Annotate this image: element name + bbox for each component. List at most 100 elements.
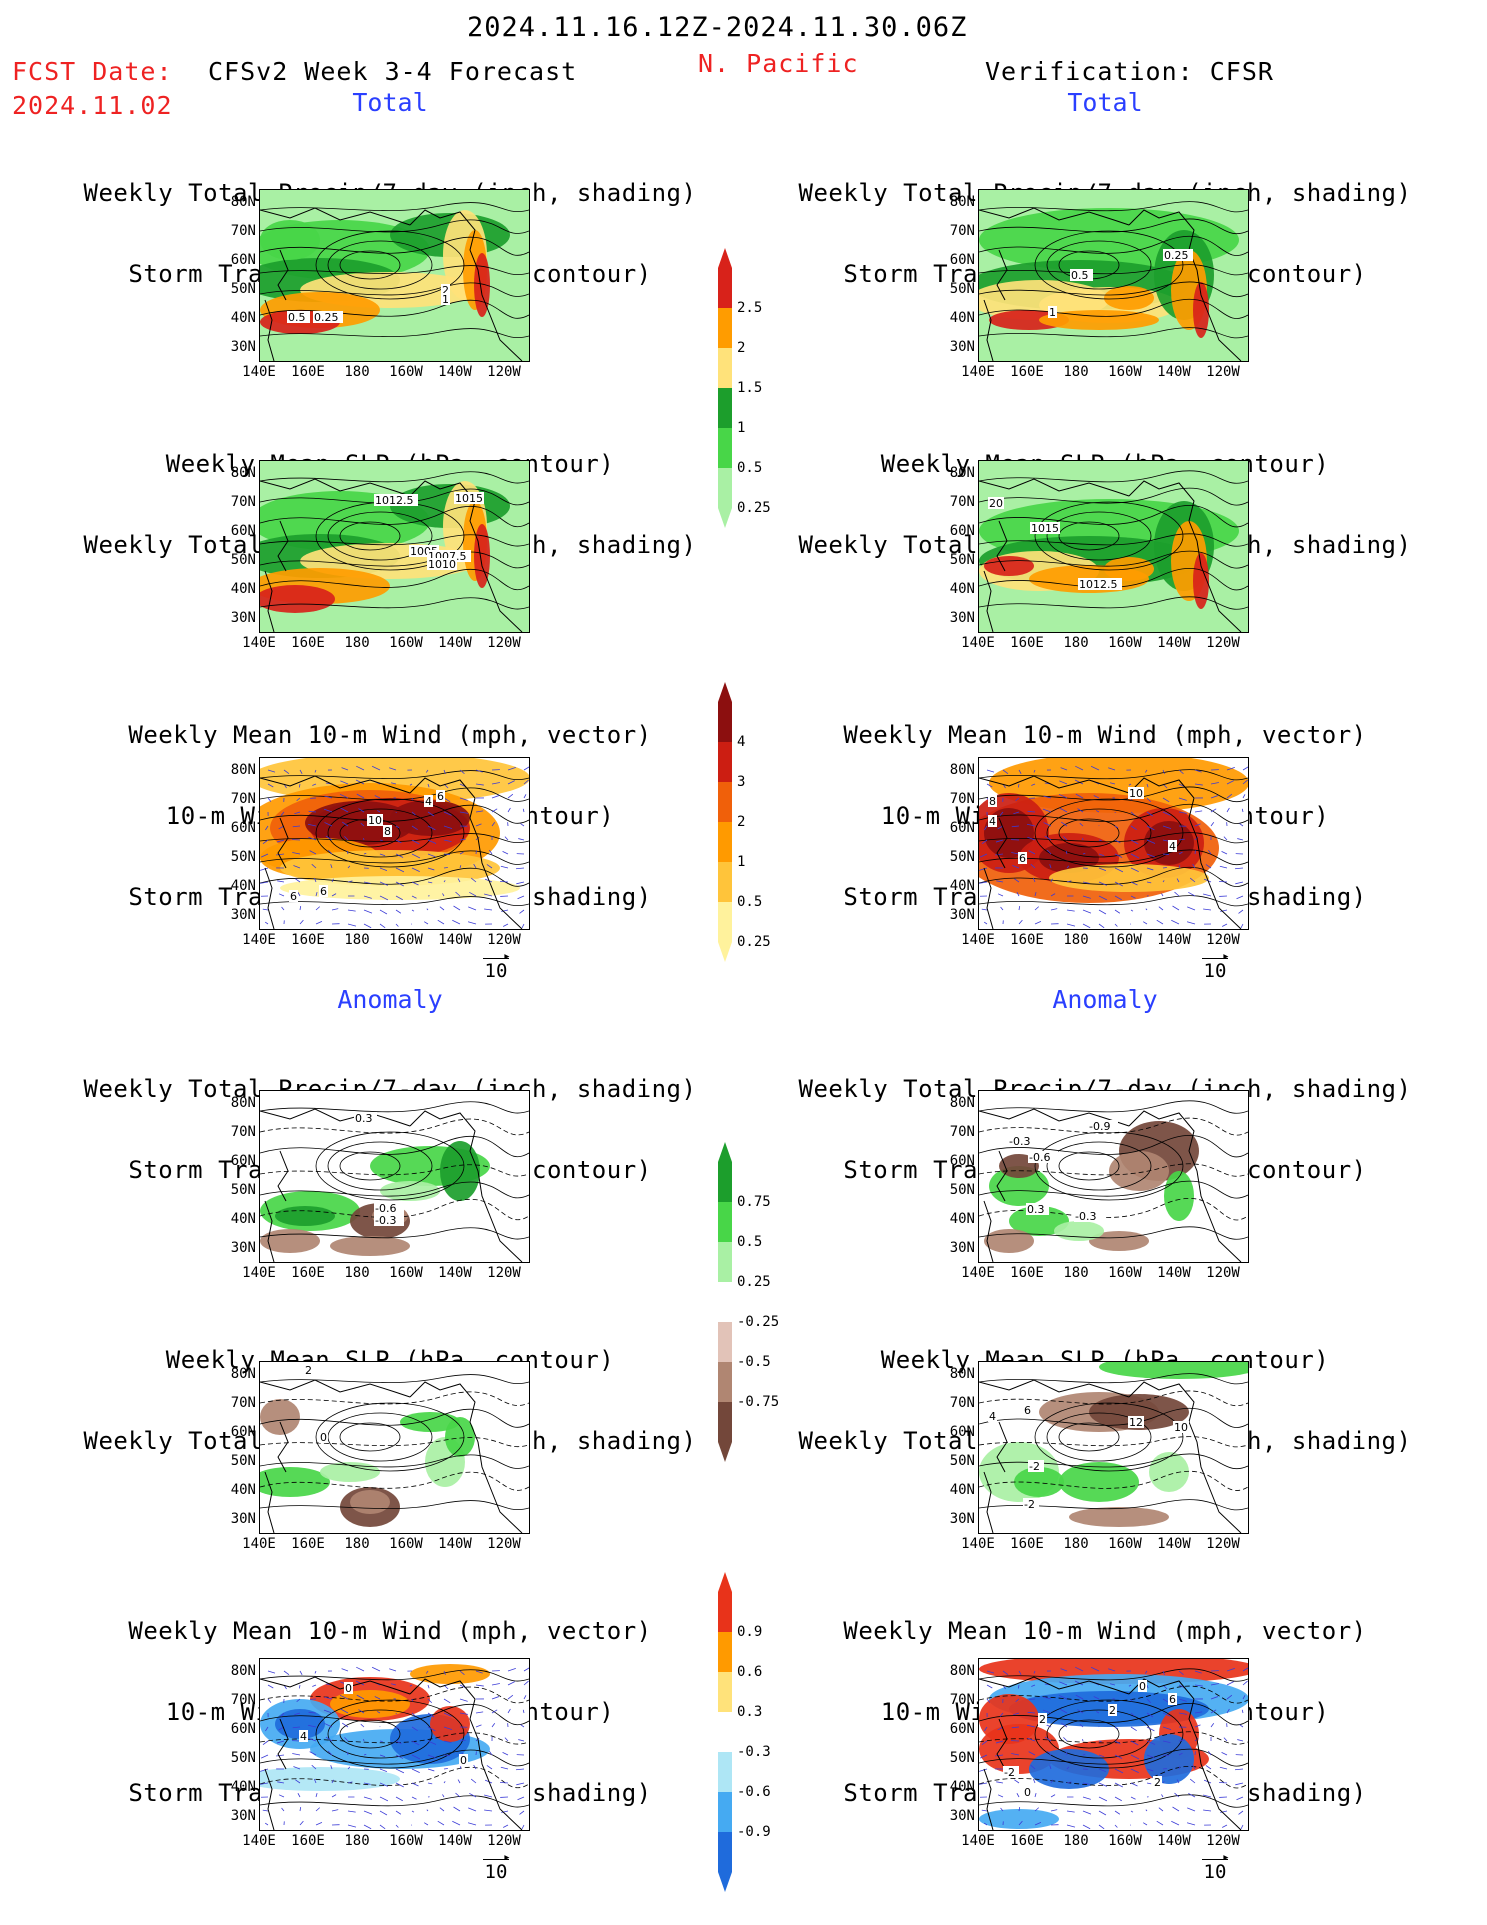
vector-reference-label: 10 [484,1861,508,1883]
contour-label-bg [1168,1693,1177,1705]
contour-line [260,804,529,824]
lon-label: 160W [1108,1536,1142,1552]
wind-vector [1014,878,1020,883]
wind-vector [1050,878,1053,883]
colorbar-label: 1.5 [737,380,763,396]
contour-label: 8 [989,795,996,808]
colorbar-segment [718,268,732,308]
colorbar-segment [718,1632,732,1672]
wind-vector [360,822,365,827]
wind-vector [475,1711,484,1714]
wind-vector [443,1754,451,1756]
wind-vector [323,808,333,813]
wind-vector [423,1822,429,1826]
contour-line [1046,240,1152,290]
colorbar-top-triangle [718,248,732,268]
vector-reference-label: 10 [1203,960,1227,982]
contour-line [327,240,433,290]
wind-vector [467,921,477,925]
wind-vector [1220,1810,1228,1813]
contour-line [979,298,1248,319]
wind-vector [1066,1766,1070,1770]
wind-vector [1239,1724,1244,1728]
wind-vector [1226,1681,1234,1686]
wind-vector [315,1807,321,1812]
contour-label: 10 [1129,787,1143,800]
wind-vector [1162,880,1165,883]
shading-region [1193,282,1209,338]
wind-vector [339,1694,349,1700]
contour-label-bg [319,885,328,897]
wind-vector [1156,1820,1164,1826]
wind-vector [1049,864,1052,869]
wind-vector [1066,909,1075,912]
lat-label: 40N [230,310,256,326]
wind-vector [1210,1683,1219,1686]
contour-line [260,770,529,780]
lat-label: 40N [949,1779,975,1795]
contour-label-bg [374,1214,404,1226]
wind-vector [1082,1753,1086,1756]
contour-label-bg [988,1410,997,1422]
contour-line [260,1164,529,1177]
contour-label: -0.9 [1089,1120,1110,1133]
contour-label: 0 [320,1431,327,1444]
wind-vector [1034,920,1042,925]
lat-label: 80N [230,465,256,481]
contour-label-bg [344,1682,353,1694]
wind-vector [1234,867,1244,870]
wind-vector [1065,1751,1068,1756]
shading-region [260,220,320,260]
wind-vector [1017,783,1020,788]
wind-vector [1098,923,1105,929]
colorbar-label: -0.75 [737,1394,780,1410]
lat-label: 70N [230,223,256,239]
wind-vector [484,908,493,911]
wind-vector [507,780,515,785]
wind-vector [395,1782,404,1788]
contour-label-bg [367,814,383,826]
contour-line [327,511,433,561]
wind-vector [452,1820,461,1826]
wind-vector [298,783,301,788]
lon-label: 140E [961,364,995,380]
wind-vector [331,1794,337,1798]
wind-vector [1194,769,1202,773]
wind-vector [1237,838,1244,841]
contour-line [1058,1719,1120,1749]
wind-vector [1194,810,1203,813]
wind-vector [1146,1740,1156,1745]
wind-vector [425,769,429,773]
wind-vector [457,878,461,883]
wind-vector [1222,923,1228,927]
wind-vector [469,1792,477,1798]
contour-line [327,1709,433,1759]
contour-label: 1012.5 [1079,578,1118,591]
lat-label: 30N [949,1511,975,1527]
wind-vector [1222,1824,1228,1828]
wind-vector [324,1723,333,1728]
contour-label-bg [354,1112,377,1124]
lon-label: 160E [291,1265,325,1281]
lat-label: 30N [230,610,256,626]
colorbar-segment [718,1792,732,1832]
wind-vector [427,1698,433,1704]
wind-vector [1242,1695,1246,1700]
contour-line [979,218,1248,235]
wind-vector [379,1768,388,1773]
lat-label: 40N [949,1211,975,1227]
wind-vector [1146,811,1154,817]
lat-label: 50N [230,1750,256,1766]
wind-vector [486,864,493,869]
contour-label: 6 [1024,1404,1031,1417]
wind-vector [1158,906,1164,911]
contour-line [260,534,529,547]
wind-vector [395,881,404,887]
lon-label: 160W [1108,932,1142,948]
lon-label: 180 [344,1536,370,1552]
contour-line [979,487,1248,506]
wind-vector [1012,865,1020,869]
vector-reference-label: 10 [1203,1861,1227,1883]
wind-vector [331,1779,334,1784]
lon-label: 160E [1010,635,1044,651]
